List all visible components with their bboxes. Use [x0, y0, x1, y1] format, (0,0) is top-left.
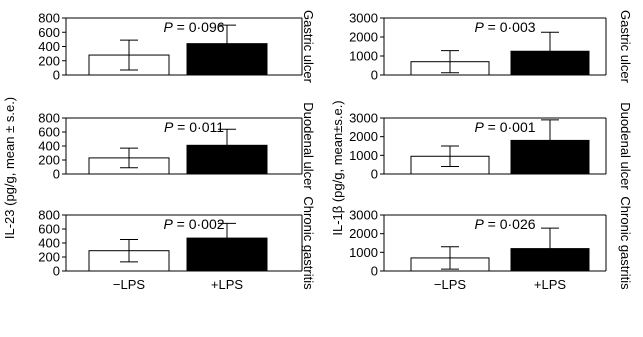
x-tick-label: +LPS [211, 277, 243, 292]
left-y-axis-label: IL-23 (pg/g, mean ± s.e.) [2, 97, 17, 239]
p-value-label: P = 0·096 [163, 19, 224, 35]
bar [510, 50, 590, 76]
y-tick-label: 3000 [349, 11, 378, 26]
row-label: Duodenal ulcer [618, 102, 633, 190]
bar [186, 144, 268, 175]
y-tick-label: 0 [371, 68, 378, 83]
y-tick-label: 800 [38, 208, 60, 223]
x-tick-label: −LPS [113, 277, 145, 292]
y-tick-label: 1000 [349, 148, 378, 163]
right-y-axis-label: IL-1β (pg/g, mean±s.e.) [330, 100, 345, 235]
row-label: Chronic gastritis [618, 196, 633, 290]
y-tick-label: 800 [38, 11, 60, 26]
y-tick-label: 600 [38, 25, 60, 40]
y-tick-label: 3000 [349, 208, 378, 223]
y-tick-label: 200 [38, 250, 60, 265]
y-tick-label: 3000 [349, 111, 378, 126]
y-tick-label: 400 [38, 139, 60, 154]
y-tick-label: 0 [371, 264, 378, 279]
y-tick-label: 0 [53, 167, 60, 182]
y-tick-label: 2000 [349, 129, 378, 144]
y-tick-label: 600 [38, 125, 60, 140]
y-tick-label: 0 [53, 68, 60, 83]
y-tick-label: 0 [53, 264, 60, 279]
row-label: Chronic gastritis [301, 196, 316, 290]
x-tick-label: −LPS [434, 277, 466, 292]
y-tick-label: 1000 [349, 245, 378, 260]
y-tick-label: 2000 [349, 226, 378, 241]
row-label: Gastric ulcer [618, 10, 633, 84]
y-tick-label: 200 [38, 153, 60, 168]
y-tick-label: 400 [38, 236, 60, 251]
y-tick-label: 600 [38, 222, 60, 237]
row-label: Gastric ulcer [301, 10, 316, 84]
bar [186, 237, 268, 272]
p-value-label: P = 0·002 [163, 216, 224, 232]
p-value-label: P = 0·003 [474, 19, 535, 35]
p-value-label: P = 0·026 [474, 216, 535, 232]
row-label: Duodenal ulcer [301, 102, 316, 190]
bar [510, 248, 590, 272]
x-tick-label: +LPS [534, 277, 566, 292]
y-tick-label: 800 [38, 111, 60, 126]
y-tick-label: 200 [38, 53, 60, 68]
y-tick-label: 0 [371, 167, 378, 182]
p-value-label: P = 0·001 [474, 119, 535, 135]
p-value-label: P = 0·011 [164, 119, 224, 135]
y-tick-label: 2000 [349, 30, 378, 45]
y-tick-label: 400 [38, 39, 60, 54]
bar [186, 43, 268, 76]
bar [510, 139, 590, 175]
y-tick-label: 1000 [349, 49, 378, 64]
